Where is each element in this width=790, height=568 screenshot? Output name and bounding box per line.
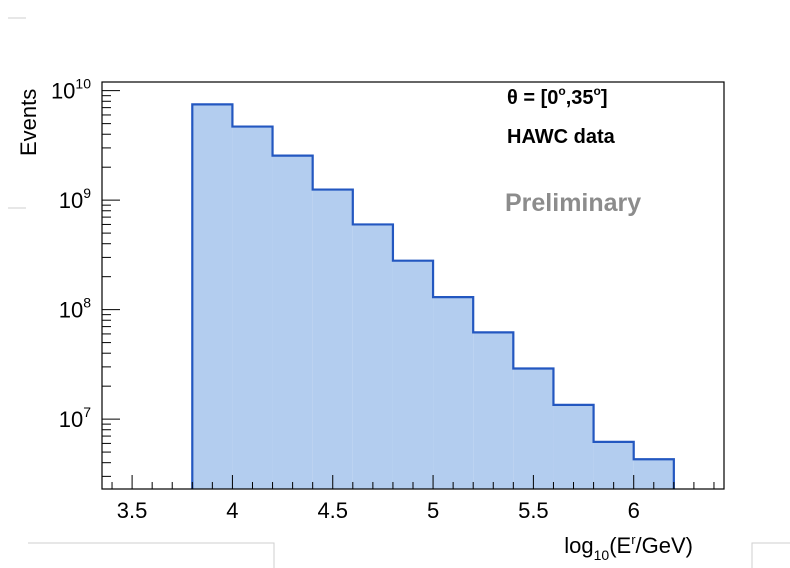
theta-mid: ,35: [566, 87, 594, 109]
y-tick-label: 107: [59, 404, 91, 432]
histogram-bar: [433, 297, 474, 489]
y-axis-ticks: [102, 90, 120, 477]
y-tick-label: 109: [59, 185, 91, 213]
y-tick-label-base: 10: [59, 188, 83, 213]
histogram-bar: [553, 404, 594, 489]
histogram-bar: [312, 189, 353, 489]
x-tick-label: 5.5: [518, 498, 549, 523]
histogram-bar: [352, 224, 393, 489]
x-axis-title-mid: (E: [609, 533, 631, 558]
x-tick-label: 4: [226, 498, 238, 523]
theta-range-annotation: θ = [0o,35o]: [507, 84, 608, 109]
histogram-bar: [473, 332, 514, 489]
histogram-bars: [192, 104, 674, 489]
x-axis-ticks: [111, 475, 715, 489]
x-axis-title-sub: 10: [594, 547, 610, 563]
histogram-bar: [192, 104, 233, 489]
dataset-annotation: HAWC data: [507, 126, 616, 148]
x-tick-label: 5: [427, 498, 439, 523]
theta-deg-2: o: [594, 84, 601, 98]
y-axis-title: Events: [16, 89, 41, 156]
x-axis-title-sup: r: [631, 532, 636, 547]
crop-marks: [8, 17, 790, 568]
y-tick-label-base: 10: [59, 407, 83, 432]
histogram-bar: [593, 441, 634, 489]
y-tick-label-exponent: 7: [83, 404, 91, 420]
preliminary-annotation: Preliminary: [505, 189, 641, 217]
crop-mark: [28, 542, 275, 568]
x-axis-title-post: /GeV): [636, 533, 693, 558]
y-tick-label-base: 10: [59, 298, 83, 323]
histogram-bar: [513, 368, 554, 489]
x-axis-title-log: log: [564, 533, 593, 558]
histogram-bar: [392, 260, 434, 489]
histogram-outline: [191, 103, 675, 489]
histogram-bar: [272, 155, 313, 489]
plot-frame: [101, 81, 725, 490]
y-tick-label: 108: [59, 295, 91, 323]
y-tick-label: 1010: [51, 76, 91, 104]
theta-pre: θ = [0: [507, 87, 558, 109]
y-tick-label-exponent: 8: [83, 295, 91, 311]
y-tick-label-base: 10: [51, 79, 75, 104]
x-tick-label: 4.5: [317, 498, 348, 523]
y-tick-label-exponent: 10: [75, 76, 91, 92]
x-axis-title: log10(Er/GeV): [564, 532, 693, 563]
theta-post: ]: [601, 87, 608, 109]
x-tick-label: 3.5: [117, 498, 148, 523]
x-tick-labels: 3.5 4 4.5 5 5.5 6: [117, 498, 640, 523]
crop-mark: [751, 542, 790, 568]
y-tick-label-exponent: 9: [83, 185, 91, 201]
x-tick-label: 6: [628, 498, 640, 523]
theta-deg-1: o: [558, 84, 565, 98]
histogram-bar: [232, 126, 273, 489]
